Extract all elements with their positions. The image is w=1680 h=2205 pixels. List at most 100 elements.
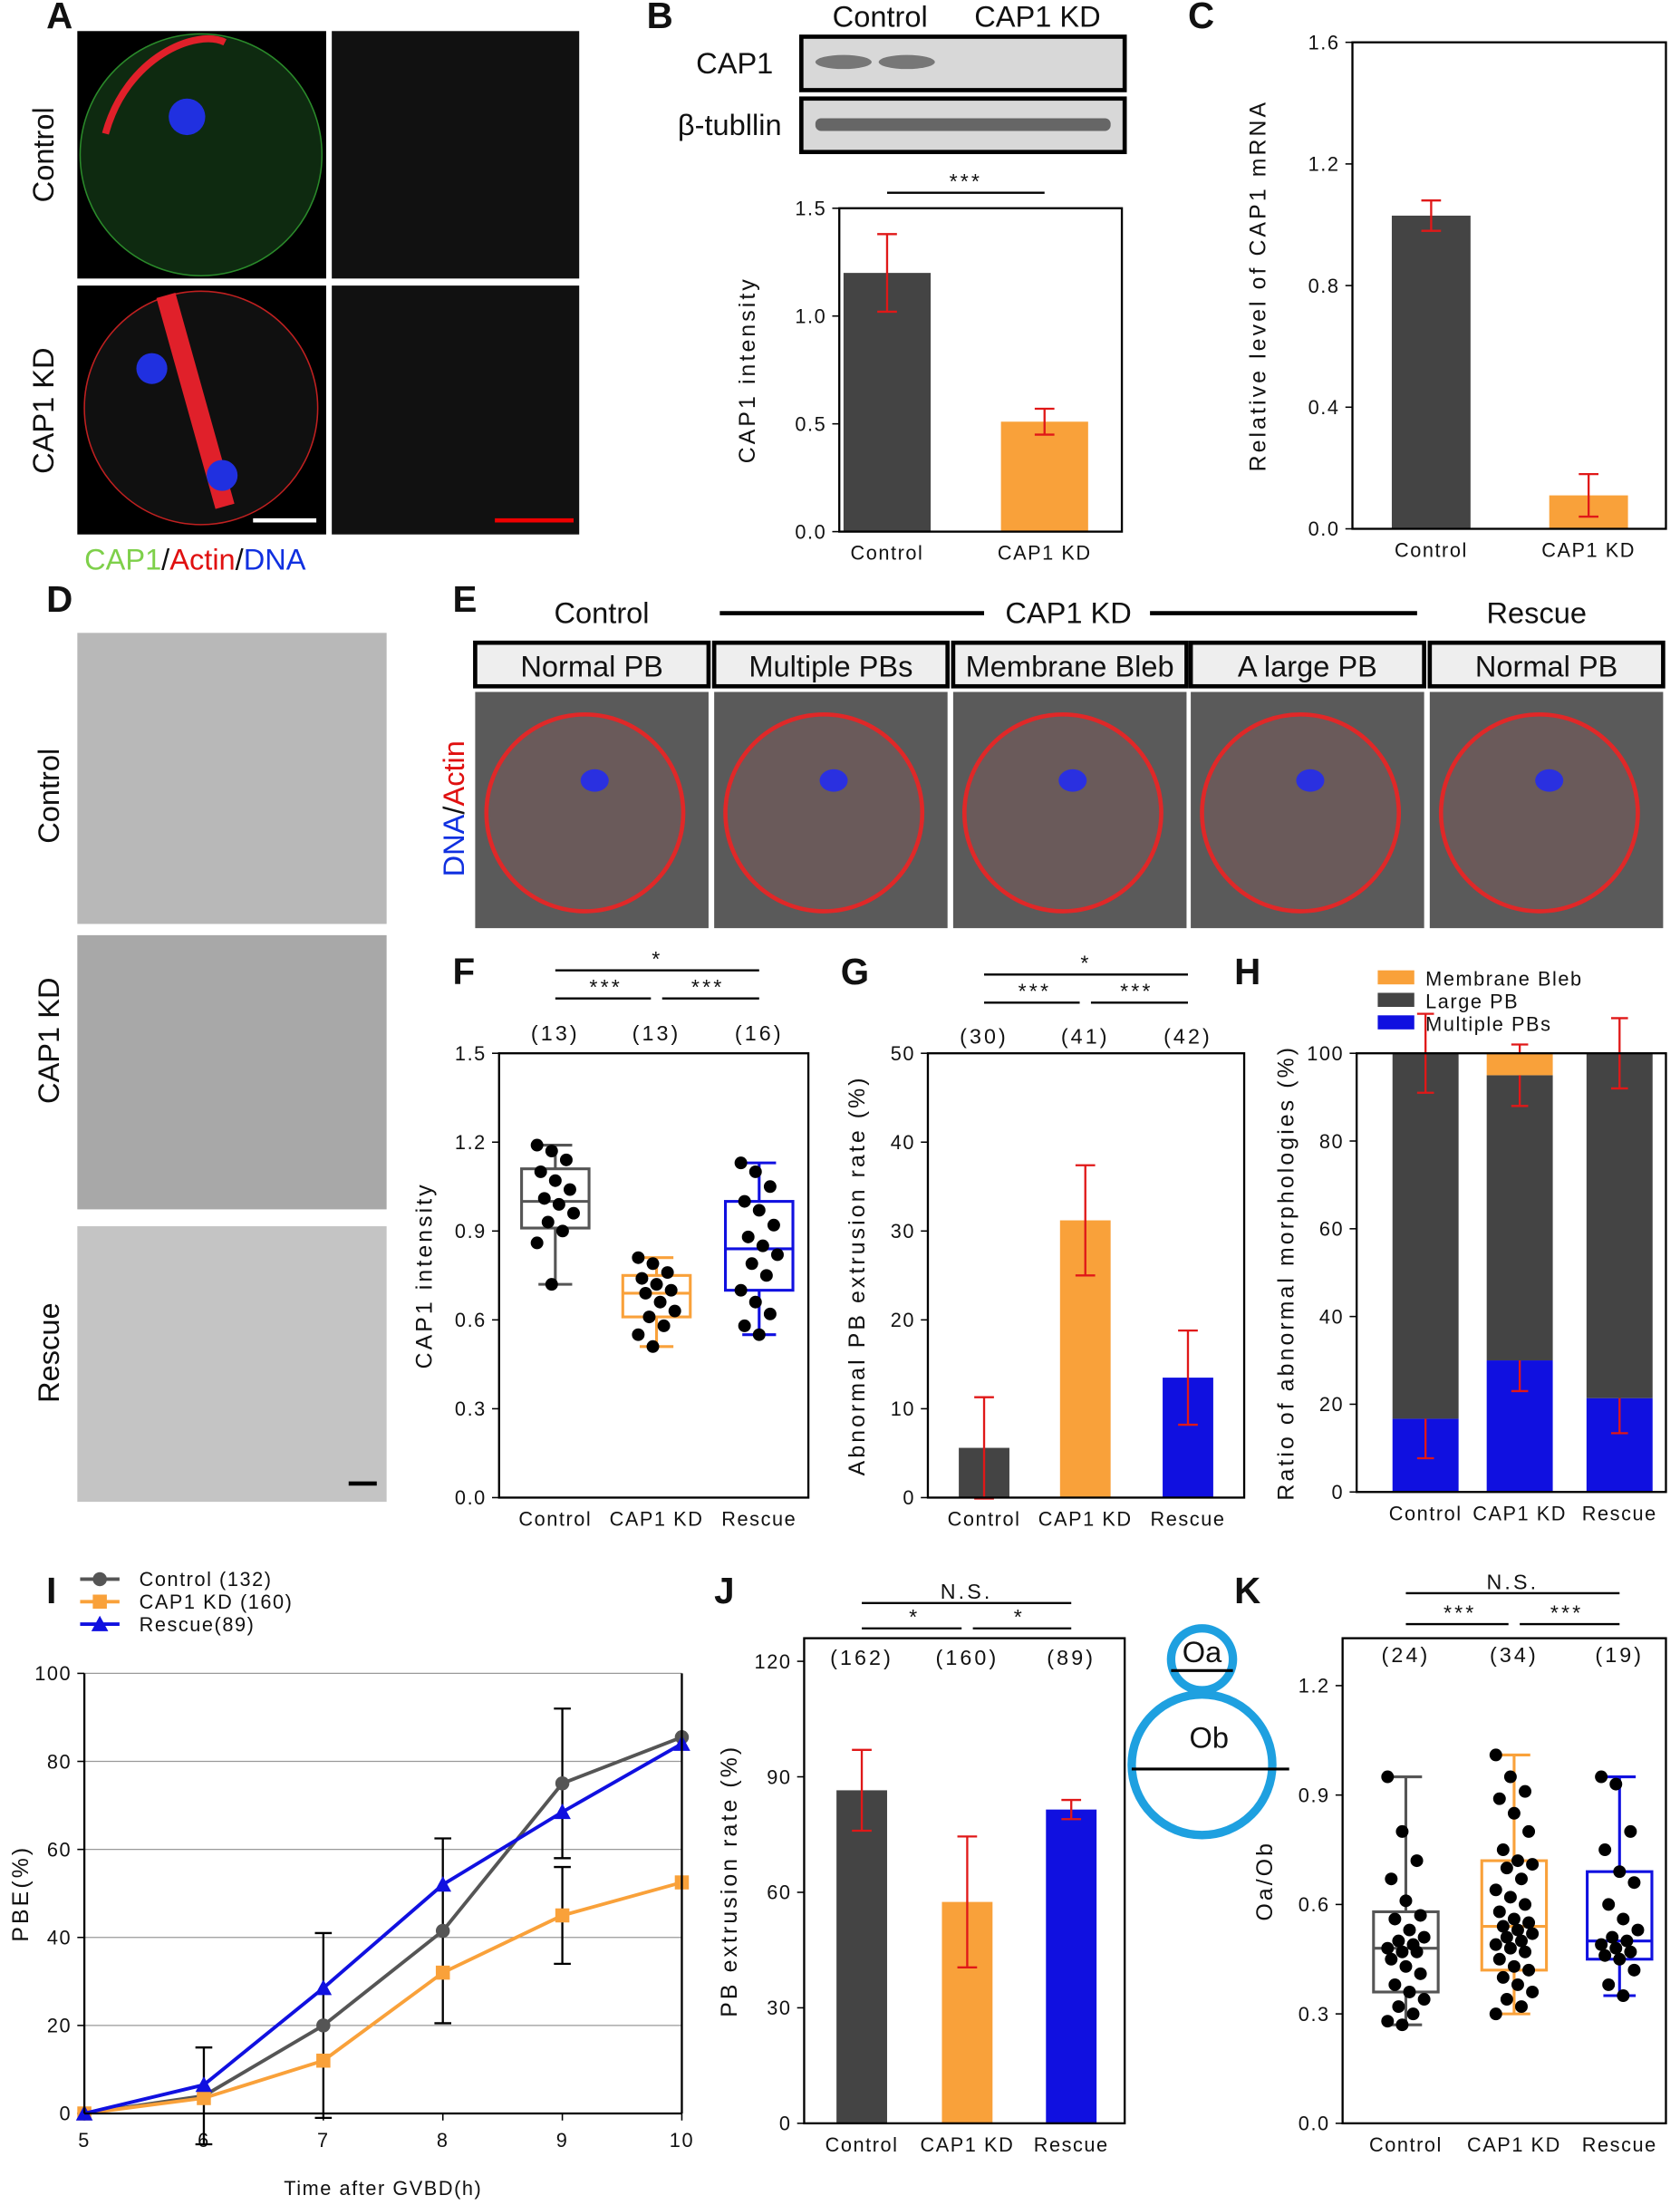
point — [1496, 1920, 1510, 1933]
panel-e: Control CAP1 KD Rescue DNA/Actin — [438, 596, 1587, 876]
point — [1507, 1912, 1521, 1926]
y-tick-label: 0.3 — [1299, 2003, 1330, 2026]
y-axis-label: PBE(%) — [9, 1845, 34, 1942]
x-axis-label: Time after GVBD(h) — [284, 2177, 482, 2200]
micrograph — [77, 1226, 387, 1503]
y-tick-label: 50 — [891, 1042, 915, 1065]
point — [734, 1156, 748, 1170]
point — [1507, 1959, 1521, 1973]
micrograph — [77, 934, 387, 1210]
point — [1522, 1916, 1536, 1929]
point — [1392, 2000, 1405, 2014]
point — [650, 1278, 663, 1291]
marker — [195, 2076, 213, 2093]
dna — [136, 353, 168, 384]
panel-letter: I — [46, 1570, 56, 1611]
point — [657, 1319, 671, 1332]
phenotype-box — [473, 640, 711, 689]
sample-size: (24) — [1382, 1643, 1431, 1667]
significance-label: *** — [1550, 1601, 1583, 1624]
y-tick-label: 90 — [767, 1765, 791, 1788]
phenotype-label: Normal PB — [1475, 650, 1617, 682]
stain: Actin — [169, 543, 235, 575]
x-tick-label: CAP1 KD — [610, 1507, 704, 1530]
point — [1489, 1748, 1502, 1762]
plot-frame — [1355, 1052, 1667, 1494]
point — [545, 1145, 558, 1158]
legend-label: Membrane Bleb — [1425, 968, 1582, 991]
point — [1385, 1872, 1398, 1886]
row-label: Rescue — [33, 1302, 65, 1402]
point — [748, 1165, 762, 1178]
marker — [555, 1776, 570, 1791]
stain: / — [161, 543, 170, 575]
actin — [101, 35, 227, 135]
point — [1410, 1854, 1424, 1868]
point — [1602, 1898, 1616, 1911]
point — [1492, 1792, 1506, 1805]
point — [1395, 2018, 1409, 2032]
x-tick-label: Rescue — [1151, 1507, 1226, 1530]
legend-label: Multiple PBs — [1425, 1012, 1551, 1035]
point — [748, 1295, 762, 1309]
marker — [554, 1804, 571, 1820]
dna — [207, 459, 238, 491]
y-tick-label: 20 — [47, 2015, 72, 2037]
band — [815, 118, 1111, 131]
x-tick-label: 10 — [670, 2129, 694, 2152]
band — [878, 54, 935, 70]
phenotype-box — [1188, 640, 1426, 689]
bar-segment — [1586, 1053, 1653, 1398]
marker — [316, 2018, 331, 2033]
legend-label: Control (132) — [140, 1568, 273, 1591]
x-tick-label: CAP1 KD — [1472, 1502, 1567, 1524]
x-tick-label: Control — [1389, 1502, 1463, 1524]
y-tick-label: 1.0 — [795, 305, 826, 327]
point — [756, 1239, 769, 1252]
phenotype-label: Membrane Bleb — [966, 650, 1174, 682]
oa-ob-diagram: Oa Ob — [1127, 1624, 1289, 1840]
oocyte — [1200, 711, 1402, 914]
panel-letter: K — [1234, 1570, 1260, 1611]
point — [1500, 1993, 1513, 2007]
y-tick-label: 0 — [59, 2103, 72, 2125]
marker — [314, 1979, 333, 1996]
point — [1489, 1938, 1502, 1951]
oocyte — [1127, 1690, 1277, 1840]
blot-strip — [799, 34, 1127, 92]
panel-letter: J — [714, 1570, 734, 1611]
stain: / — [236, 543, 245, 575]
point — [1606, 1930, 1619, 1944]
point — [1609, 1777, 1623, 1791]
y-tick-label: 20 — [891, 1309, 915, 1331]
phenotype-label: Normal PB — [520, 650, 663, 682]
marker — [435, 1923, 450, 1939]
panel-a-images: Control CAP1 KD CAP1/Actin/DNA — [27, 31, 580, 575]
point — [639, 1286, 652, 1300]
band — [815, 54, 872, 70]
significance-label: N.S. — [941, 1580, 993, 1603]
point — [646, 1257, 660, 1271]
point — [537, 1192, 551, 1205]
x-tick-label: 5 — [78, 2129, 91, 2152]
point — [545, 1278, 558, 1291]
point — [541, 1215, 555, 1229]
x-tick-label: Rescue — [721, 1507, 797, 1530]
x-tick-label: Control — [826, 2133, 899, 2156]
significance-label: *** — [1019, 980, 1051, 1003]
point — [530, 1138, 544, 1152]
point — [1392, 1934, 1405, 1948]
point — [642, 1310, 656, 1324]
dna — [169, 98, 206, 136]
point — [1627, 1876, 1641, 1890]
point — [1385, 1952, 1398, 1966]
group-label: Rescue — [1487, 596, 1587, 629]
marker — [92, 1572, 107, 1587]
point — [1515, 1934, 1528, 1948]
y-tick-label: 30 — [891, 1220, 915, 1243]
bar-segment — [1486, 1075, 1553, 1361]
point — [1403, 1986, 1416, 1998]
y-tick-label: 0.4 — [1308, 396, 1340, 419]
point — [752, 1204, 766, 1217]
point — [1403, 1923, 1416, 1937]
